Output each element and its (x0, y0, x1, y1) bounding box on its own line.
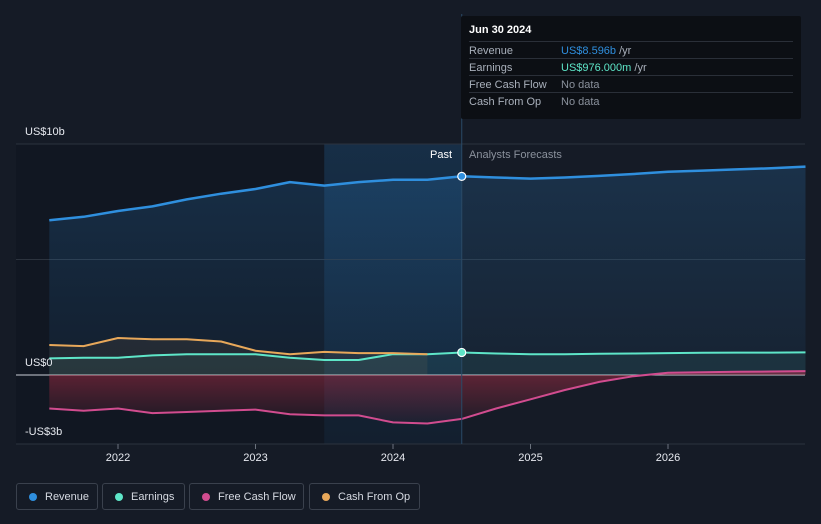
earnings-area (49, 352, 806, 375)
tooltip-row-revenue: Revenue US$8.596b /yr (469, 41, 793, 59)
cash-from-op-line (49, 337, 428, 356)
tooltip-value: US$976.000m (561, 62, 632, 74)
legend-label: Cash From Op (338, 490, 411, 503)
tooltip-label: Cash From Op (469, 96, 542, 108)
past-label: Past (430, 149, 453, 161)
forecast-label: Analysts Forecasts (469, 149, 562, 161)
legend-label: Earnings (131, 490, 175, 503)
revenue-marker (457, 171, 467, 181)
tooltip-value: No data (561, 79, 600, 91)
x-tick-label: 2026 (656, 452, 680, 464)
earnings-marker (457, 347, 467, 358)
tooltip-date: Jun 30 2024 (469, 24, 532, 36)
tooltip-row-earnings: Earnings US$976.000m /yr (469, 58, 793, 76)
tooltip-value: US$8.596b (561, 45, 617, 57)
tooltip-unit: /yr (631, 62, 647, 74)
revenue-line (49, 165, 806, 222)
tooltip-label: Revenue (469, 45, 514, 57)
legend-cash-from-op[interactable]: Cash From Op (309, 483, 420, 510)
tooltip-row-cfo: Cash From Op No data (469, 92, 793, 110)
tooltip-unit: /yr (616, 45, 632, 57)
y-label-top: US$10b (25, 126, 65, 138)
legend-dot-icon (202, 492, 210, 501)
x-axis: 2022 2023 2024 2025 2026 (106, 444, 680, 464)
y-label-bottom: -US$3b (25, 426, 63, 438)
x-tick-label: 2024 (381, 452, 405, 464)
hover-markers (457, 171, 467, 358)
legend-dot-icon (29, 492, 37, 501)
y-label-zero: US$0 (25, 357, 53, 369)
revenue-area (49, 166, 806, 375)
tooltip-value: No data (561, 96, 600, 108)
legend-free-cash-flow[interactable]: Free Cash Flow (189, 483, 304, 510)
x-tick-label: 2023 (243, 452, 267, 464)
legend-label: Free Cash Flow (218, 490, 296, 503)
tooltip-label: Free Cash Flow (469, 79, 547, 91)
legend-label: Revenue (45, 490, 90, 503)
free-cash-flow-area (49, 371, 806, 424)
x-tick-label: 2022 (106, 452, 130, 464)
legend-revenue[interactable]: Revenue (16, 483, 98, 510)
tooltip: Jun 30 2024 Revenue US$8.596b /yr Earnin… (461, 16, 801, 119)
legend-dot-icon (322, 492, 330, 501)
tooltip-row-fcf: Free Cash Flow No data (469, 75, 793, 93)
legend-dot-icon (115, 492, 123, 501)
x-tick-label: 2025 (518, 452, 542, 464)
series-areas (49, 166, 806, 424)
free-cash-flow-line (49, 370, 806, 425)
cash-from-op-area (49, 338, 428, 375)
series-lines (49, 165, 806, 425)
tooltip-label: Earnings (469, 62, 513, 74)
legend-earnings[interactable]: Earnings (102, 483, 185, 510)
